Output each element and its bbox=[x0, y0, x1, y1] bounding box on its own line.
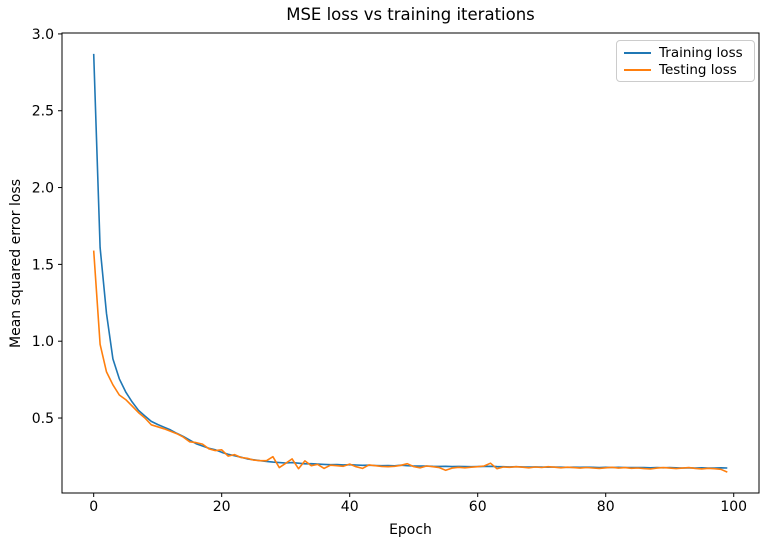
x-tick-label: 20 bbox=[213, 499, 231, 515]
training-loss-line bbox=[92, 53, 728, 469]
x-tick-label: 100 bbox=[720, 499, 747, 515]
y-axis-label: Mean squared error loss bbox=[8, 178, 24, 348]
legend-label-training-loss: Training loss bbox=[659, 44, 743, 61]
x-axis-label: Epoch bbox=[389, 522, 432, 538]
x-tick-label: 60 bbox=[469, 499, 487, 515]
y-tick-label: 3.0 bbox=[32, 27, 54, 43]
testing-loss-line bbox=[92, 250, 728, 473]
legend-item-testing-loss: Testing loss bbox=[624, 62, 747, 78]
x-tick-label: 40 bbox=[341, 499, 359, 515]
training-loss-line-sample-icon bbox=[624, 51, 651, 54]
x-tick-label: 80 bbox=[597, 499, 615, 515]
chart-title: MSE loss vs training iterations bbox=[286, 5, 535, 24]
x-tick-label: 0 bbox=[89, 499, 98, 515]
y-tick-label: 1.5 bbox=[32, 257, 54, 273]
testing-loss-line-sample-icon bbox=[624, 68, 651, 71]
axes-spines bbox=[61, 32, 760, 494]
legend: Training loss Testing loss bbox=[616, 40, 755, 82]
y-tick-label: 2.0 bbox=[32, 181, 54, 197]
legend-item-training-loss: Training loss bbox=[624, 45, 747, 61]
y-tick-label: 1.0 bbox=[32, 334, 54, 350]
y-tick-label: 2.5 bbox=[32, 104, 54, 120]
y-tick-label: 0.5 bbox=[32, 411, 54, 427]
legend-label-testing-loss: Testing loss bbox=[659, 61, 737, 78]
